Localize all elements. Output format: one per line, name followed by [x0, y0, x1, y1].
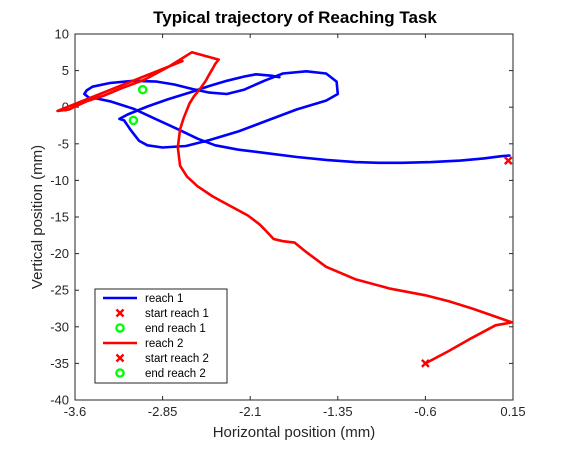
- x-tick-label: -2.1: [239, 404, 261, 419]
- legend: reach 1 start reach 1 end reach 1 reach 2 st…: [94, 288, 228, 384]
- legend-label: end reach 2: [145, 368, 206, 380]
- legend-swatch: [115, 353, 125, 363]
- legend-item: reach 1: [103, 293, 183, 305]
- y-tick-label: -35: [50, 356, 69, 371]
- legend-item: start reach 1: [115, 308, 209, 320]
- legend-item: end reach 1: [115, 323, 206, 335]
- legend-swatch: [115, 323, 125, 333]
- start-reach-1-marker: [503, 156, 513, 165]
- x-tick-label: -3.6: [64, 404, 86, 419]
- legend-label: reach 1: [145, 293, 183, 305]
- y-axis-label: Vertical position (mm): [29, 145, 46, 289]
- legend-item: start reach 2: [115, 353, 209, 365]
- start-reach-2-marker: [421, 359, 430, 368]
- reach-2-line: [56, 50, 514, 365]
- x-tick-label: -0.6: [414, 404, 436, 419]
- y-tick-label: -20: [50, 246, 69, 261]
- legend-label: end reach 1: [145, 323, 206, 335]
- y-tick-label: 5: [62, 63, 69, 78]
- chart-title: Typical trajectory of Reaching Task: [153, 8, 437, 27]
- end-reach-1-marker: [128, 115, 139, 126]
- y-tick-label: -10: [50, 173, 69, 188]
- legend-swatch: [115, 368, 125, 378]
- legend-box: [94, 288, 228, 384]
- y-tick-label: -30: [50, 319, 69, 334]
- x-tick-label: 0.15: [500, 404, 525, 419]
- y-tick-label: -15: [50, 210, 69, 225]
- end-reach-2-marker: [137, 84, 148, 95]
- x-tick-label: -1.35: [323, 404, 353, 419]
- legend-label: start reach 2: [145, 353, 209, 365]
- y-tick-label: -25: [50, 283, 69, 298]
- y-tick-label: -40: [50, 393, 69, 408]
- legend-swatch: [115, 308, 125, 318]
- legend-item: reach 2: [103, 338, 183, 350]
- axis-ticks: -3.6 -2.85 -2.1 -1.35 -0.6 0.15 -40 -35 -30 -25 -2…: [50, 27, 525, 420]
- x-tick-label: -2.85: [148, 404, 178, 419]
- plot-series: [56, 50, 514, 368]
- legend-item: end reach 2: [115, 368, 206, 380]
- y-tick-label: -5: [57, 136, 69, 151]
- y-tick-label: 10: [55, 27, 69, 42]
- legend-label: start reach 1: [145, 308, 209, 320]
- x-axis-label: Horizontal position (mm): [213, 424, 376, 441]
- legend-label: reach 2: [145, 338, 183, 350]
- reach-1-line: [83, 70, 511, 165]
